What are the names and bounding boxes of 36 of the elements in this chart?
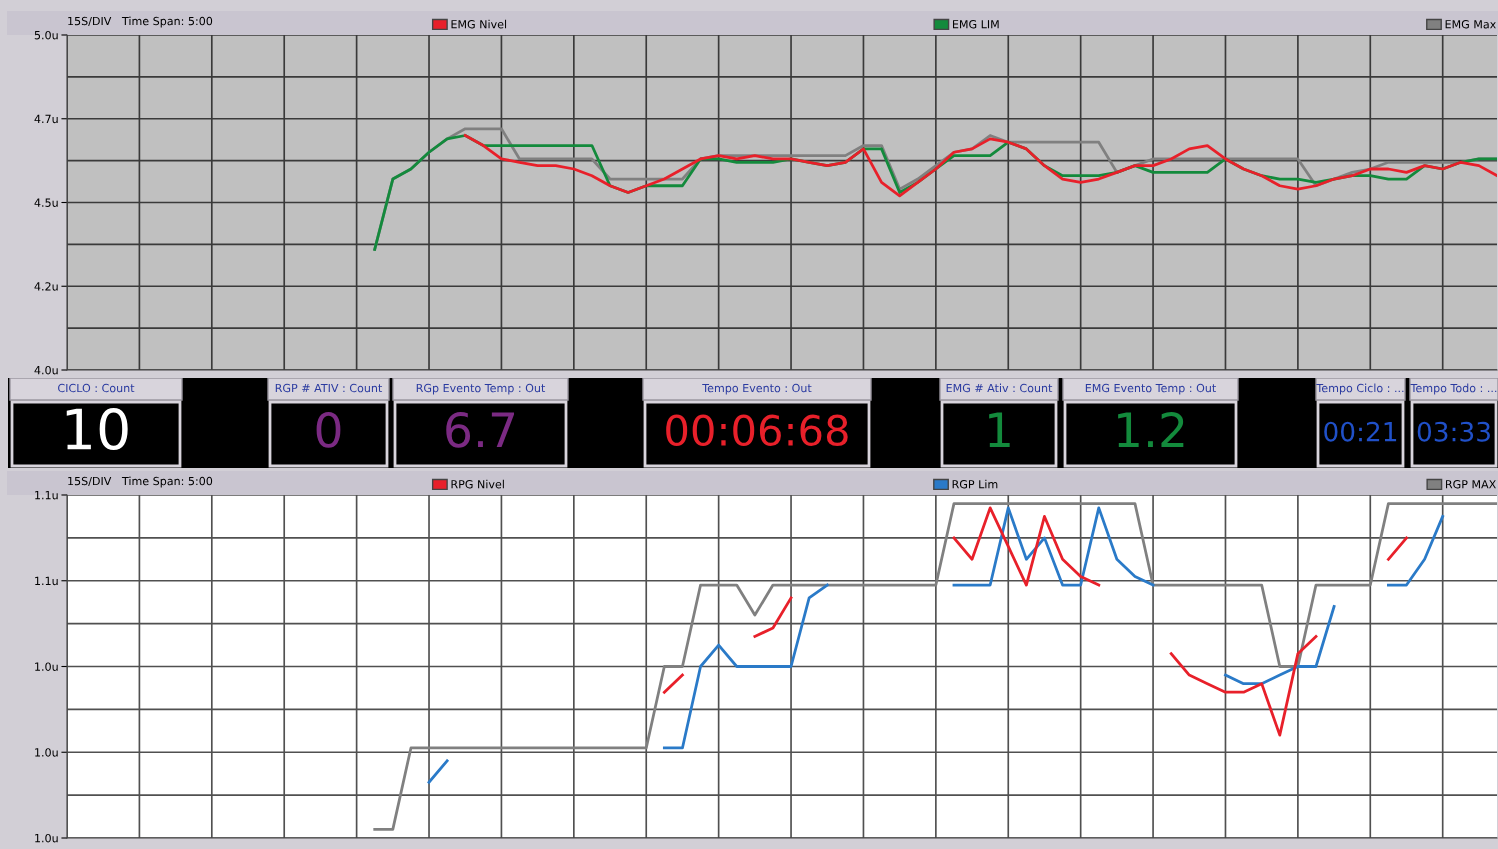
text: 00:21 xyxy=(1324,421,1397,442)
y-tick-label: 4.0u xyxy=(34,365,58,375)
chart-subtitle: 15S/DIV Time Span: 5:00 xyxy=(68,476,213,488)
legend-label: RGP MAX xyxy=(1446,480,1496,489)
text: Tempo Evento : Out xyxy=(702,383,812,395)
y-tick-label: 1.0u xyxy=(35,833,58,843)
legend-label: RPG Nivel xyxy=(451,479,504,489)
text: 00:06:68 xyxy=(666,414,848,447)
text: 10 xyxy=(66,408,128,451)
legend-label: RGP Lim xyxy=(952,479,998,489)
line-series xyxy=(463,134,1497,198)
y-tick-label: 1.1u xyxy=(35,491,58,500)
text: EMG Evento Temp : Out xyxy=(1085,383,1216,395)
chart-subtitle: 15S/DIV Time Span: 5:00 xyxy=(68,16,213,28)
legend-label: EMG Max xyxy=(1445,20,1496,29)
text: Tempo Ciclo : ... xyxy=(1316,383,1404,395)
text: EMG # Ativ : Count xyxy=(946,383,1053,393)
y-tick-label: 5.0u xyxy=(34,30,58,40)
text: 1 xyxy=(989,412,1010,448)
y-tick-label: 1.0u xyxy=(35,662,58,671)
legend-label: EMG LIM xyxy=(953,20,999,29)
y-tick-label: 1.0u xyxy=(35,748,58,757)
y-tick-label: 1.1u xyxy=(35,576,58,586)
text: 0 xyxy=(316,411,341,448)
text: 1.2 xyxy=(1118,411,1184,448)
text: RGp Evento Temp : Out xyxy=(416,383,546,395)
y-tick-label: 4.2u xyxy=(34,282,58,291)
y-tick-label: 4.7u xyxy=(34,114,58,124)
text: 6.7 xyxy=(446,411,515,448)
line-series xyxy=(373,502,1497,831)
text: Tempo Todo : ... xyxy=(1410,383,1497,395)
y-tick-label: 4.5u xyxy=(34,198,58,207)
text: RGP # ATIV : Count xyxy=(275,383,383,393)
text: CICLO : Count xyxy=(58,383,135,393)
legend-label: EMG Nivel xyxy=(451,19,507,29)
text: 03:33 xyxy=(1417,421,1490,442)
